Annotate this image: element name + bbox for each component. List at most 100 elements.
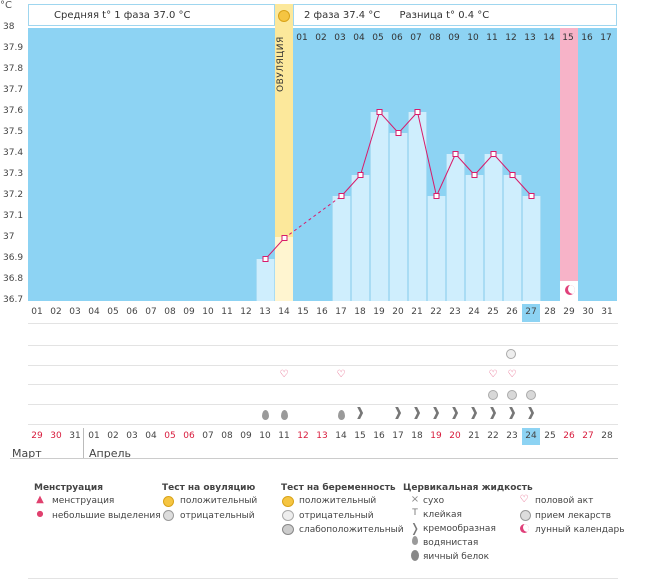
temperature-bar[interactable] [408, 112, 427, 301]
calendar-date-label[interactable]: 01 [88, 431, 100, 441]
temperature-point[interactable] [490, 151, 497, 157]
cycle-day-label[interactable]: 28 [544, 307, 556, 317]
temperature-point[interactable] [262, 256, 269, 262]
temperature-point[interactable] [433, 193, 440, 199]
temperature-point[interactable] [395, 130, 402, 136]
cycle-day-label[interactable]: 08 [164, 307, 176, 317]
cycle-day-label[interactable]: 01 [31, 307, 43, 317]
watery-icon[interactable] [262, 410, 269, 420]
creamy-icon[interactable]: ❱ [411, 405, 423, 419]
creamy-icon[interactable]: ❱ [392, 405, 404, 419]
temperature-bar[interactable] [427, 196, 446, 301]
calendar-date-label[interactable]: 04 [145, 431, 157, 441]
cycle-day-label[interactable]: 23 [449, 307, 461, 317]
cycle-day-label[interactable]: 04 [88, 307, 100, 317]
calendar-date-label[interactable]: 07 [202, 431, 214, 441]
temperature-bar[interactable] [446, 154, 465, 301]
calendar-date-label[interactable]: 02 [107, 431, 119, 441]
temperature-bar[interactable] [503, 175, 522, 301]
menstruation-column[interactable] [560, 28, 578, 301]
cycle-day-label[interactable]: 20 [392, 307, 404, 317]
cycle-day-label[interactable]: 26 [506, 307, 518, 317]
intercourse-icon[interactable]: ♡ [488, 369, 498, 380]
cycle-day-label[interactable]: 16 [316, 307, 328, 317]
medication-icon[interactable] [488, 390, 498, 400]
cycle-day-label[interactable]: 19 [373, 307, 385, 317]
creamy-icon[interactable]: ❱ [506, 405, 518, 419]
temperature-point[interactable] [414, 109, 421, 115]
calendar-date-label[interactable]: 06 [183, 431, 195, 441]
cycle-day-label[interactable]: 21 [411, 307, 423, 317]
creamy-icon[interactable]: ❱ [354, 405, 366, 419]
creamy-icon[interactable]: ❱ [487, 405, 499, 419]
temperature-bar[interactable] [256, 259, 275, 301]
calendar-date-label[interactable]: 26 [563, 431, 575, 441]
cycle-day-label[interactable]: 17 [335, 307, 347, 317]
calendar-date-label[interactable]: 15 [354, 431, 366, 441]
watery-icon[interactable] [281, 410, 288, 420]
calendar-date-label[interactable]: 23 [506, 431, 518, 441]
temperature-point[interactable] [357, 172, 364, 178]
calendar-date-label[interactable]: 17 [392, 431, 404, 441]
calendar-date-label[interactable]: 13 [316, 431, 328, 441]
temperature-point[interactable] [509, 172, 516, 178]
calendar-date-label[interactable]: 05 [164, 431, 176, 441]
medication-icon[interactable] [526, 390, 536, 400]
calendar-date-label[interactable]: 21 [468, 431, 480, 441]
calendar-date-label[interactable]: 11 [278, 431, 290, 441]
temperature-bar[interactable] [389, 133, 408, 301]
cycle-day-label[interactable]: 31 [601, 307, 613, 317]
calendar-date-label[interactable]: 14 [335, 431, 347, 441]
cycle-day-label[interactable]: 06 [126, 307, 138, 317]
cycle-day-label[interactable]: 25 [487, 307, 499, 317]
calendar-date-label[interactable]: 19 [430, 431, 442, 441]
temperature-bar[interactable] [351, 175, 370, 301]
temperature-point[interactable] [528, 193, 535, 199]
cycle-day-label[interactable]: 10 [202, 307, 214, 317]
cycle-day-label[interactable]: 11 [221, 307, 233, 317]
creamy-icon[interactable]: ❱ [468, 405, 480, 419]
pregnancy-test-negative-icon[interactable] [506, 349, 516, 359]
creamy-icon[interactable]: ❱ [525, 405, 537, 419]
calendar-date-label[interactable]: 29 [31, 431, 43, 441]
creamy-icon[interactable]: ❱ [430, 405, 442, 419]
calendar-date-label[interactable]: 25 [544, 431, 556, 441]
intercourse-icon[interactable]: ♡ [279, 369, 289, 380]
cycle-day-label[interactable]: 14 [278, 307, 290, 317]
temperature-bar[interactable] [370, 112, 389, 301]
temperature-bar[interactable] [465, 175, 484, 301]
calendar-date-label[interactable]: 18 [411, 431, 423, 441]
calendar-date-label[interactable]: 08 [221, 431, 233, 441]
calendar-date-label[interactable]: 10 [259, 431, 271, 441]
calendar-date-label[interactable]: 24 [525, 431, 537, 441]
temperature-point[interactable] [338, 193, 345, 199]
cycle-day-label[interactable]: 13 [259, 307, 271, 317]
calendar-date-label[interactable]: 22 [487, 431, 499, 441]
temperature-point[interactable] [452, 151, 459, 157]
temperature-bar[interactable] [484, 154, 503, 301]
cycle-day-label[interactable]: 29 [563, 307, 575, 317]
calendar-date-label[interactable]: 03 [126, 431, 138, 441]
cycle-day-label[interactable]: 03 [69, 307, 81, 317]
calendar-date-label[interactable]: 27 [582, 431, 594, 441]
intercourse-icon[interactable]: ♡ [507, 369, 517, 380]
cycle-day-label[interactable]: 30 [582, 307, 594, 317]
temperature-point[interactable] [376, 109, 383, 115]
medication-icon[interactable] [507, 390, 517, 400]
cycle-day-label[interactable]: 09 [183, 307, 195, 317]
temperature-point[interactable] [471, 172, 478, 178]
temperature-bar[interactable] [332, 196, 351, 301]
cycle-day-label[interactable]: 27 [525, 307, 537, 317]
creamy-icon[interactable]: ❱ [449, 405, 461, 419]
calendar-date-label[interactable]: 31 [69, 431, 81, 441]
calendar-date-label[interactable]: 28 [601, 431, 613, 441]
cycle-day-label[interactable]: 15 [297, 307, 309, 317]
calendar-date-label[interactable]: 09 [240, 431, 252, 441]
cycle-day-label[interactable]: 12 [240, 307, 252, 317]
cycle-day-label[interactable]: 07 [145, 307, 157, 317]
calendar-date-label[interactable]: 30 [50, 431, 62, 441]
intercourse-icon[interactable]: ♡ [336, 369, 346, 380]
temperature-point[interactable] [281, 235, 288, 241]
cycle-day-label[interactable]: 24 [468, 307, 480, 317]
temperature-bar[interactable] [522, 196, 541, 301]
